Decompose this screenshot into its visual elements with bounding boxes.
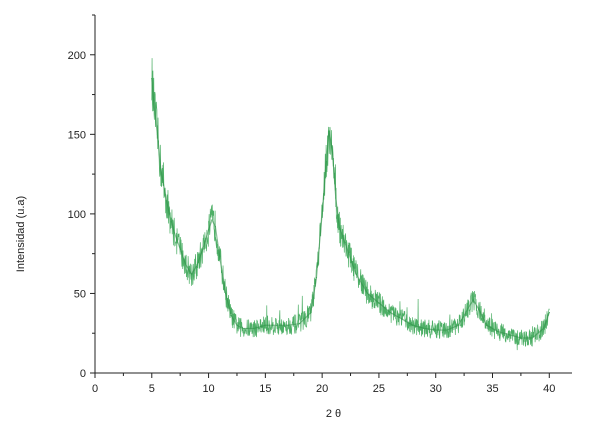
x-tick-label: 30 — [430, 383, 442, 395]
x-tick-label: 10 — [202, 383, 214, 395]
data-point — [331, 149, 333, 151]
data-point — [401, 318, 403, 320]
series-line-noise — [151, 58, 550, 351]
data-point — [196, 264, 198, 266]
data-point — [423, 327, 425, 330]
data-point — [298, 323, 301, 325]
data-point — [328, 130, 330, 132]
data-point — [366, 292, 369, 295]
x-axis-title: 2 θ — [326, 408, 341, 420]
data-point — [164, 194, 167, 196]
data-point — [486, 324, 488, 326]
data-point — [173, 232, 176, 234]
x-tick-label: 25 — [373, 383, 385, 395]
data-point — [543, 327, 545, 330]
data-point — [230, 315, 232, 317]
y-tick-label: 100 — [68, 209, 86, 221]
x-tick-label: 15 — [259, 383, 271, 395]
data-point — [321, 213, 323, 215]
data-point — [242, 327, 244, 330]
x-tick-label: 5 — [149, 383, 155, 395]
axes — [94, 15, 572, 374]
data-point — [355, 273, 357, 275]
data-point — [378, 302, 380, 304]
data-point — [412, 324, 414, 326]
data-point — [207, 229, 210, 231]
data-point — [335, 197, 337, 199]
data-point — [179, 248, 181, 250]
data-point — [531, 337, 533, 339]
y-tick-label: 50 — [74, 288, 86, 300]
data-point — [349, 257, 352, 260]
data-point — [508, 334, 511, 336]
data-point — [190, 273, 193, 275]
data-point — [276, 324, 278, 326]
data-point — [472, 299, 474, 301]
data-point — [236, 324, 238, 326]
data-point — [264, 324, 266, 326]
y-tick-label: 150 — [68, 129, 86, 141]
x-tick-label: 40 — [543, 383, 555, 395]
data-point — [338, 226, 340, 228]
x-tick-label: 35 — [486, 383, 498, 395]
data-point — [344, 241, 346, 244]
data-point — [324, 168, 327, 170]
data-point — [202, 248, 204, 250]
data-point — [151, 78, 153, 80]
data-point — [153, 105, 155, 107]
data-point — [253, 327, 255, 330]
data-point — [548, 311, 550, 314]
data-point — [287, 324, 289, 326]
data-point — [310, 311, 312, 314]
data-point — [446, 329, 448, 331]
data-point — [214, 226, 216, 228]
y-tick-label: 200 — [68, 50, 86, 62]
x-tick-label: 0 — [92, 383, 98, 395]
data-point — [520, 337, 522, 339]
data-point — [478, 308, 480, 310]
data-point — [389, 311, 391, 314]
data-point — [156, 133, 159, 135]
data-point — [435, 329, 437, 331]
data-point — [219, 257, 221, 260]
series-layer — [151, 58, 550, 351]
data-point — [160, 168, 162, 170]
y-axis-title: Intensidad (u.a) — [15, 196, 27, 272]
y-tick-label: 0 — [80, 368, 86, 380]
x-axis-ticks: 0 5 10 15 20 25 30 35 40 — [92, 373, 555, 395]
y-axis-ticks: 0 50 100 150 200 — [68, 14, 95, 380]
data-point — [211, 219, 213, 221]
data-point — [185, 264, 187, 266]
data-point — [225, 292, 227, 295]
data-point — [466, 308, 469, 310]
x-tick-label: 20 — [316, 383, 328, 395]
data-point — [169, 216, 171, 218]
data-point — [457, 324, 460, 326]
data-point — [497, 331, 499, 333]
data-point — [315, 276, 318, 279]
